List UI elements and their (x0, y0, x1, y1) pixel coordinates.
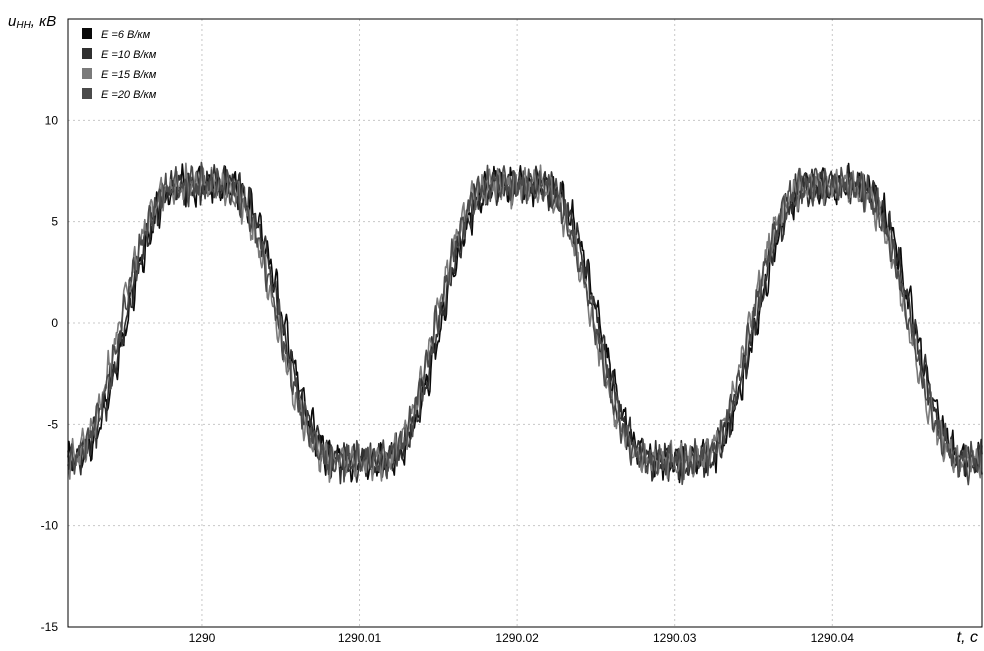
x-tick-label: 1290.04 (811, 631, 855, 645)
x-tick-label: 1290.01 (338, 631, 382, 645)
legend-label: E =20 В/км (101, 89, 157, 101)
tick-labels: 1290 1290.01 1290.02 1290.03 1290.04 10 5 0 -5 -1… (41, 113, 855, 645)
y-tick-label: 10 (45, 113, 59, 127)
y-tick-label: 5 (51, 215, 58, 229)
y-axis-label: uНН, кВ (8, 13, 56, 31)
y-axis-label-main: u (8, 13, 17, 30)
y-tick-label: 0 (51, 316, 58, 330)
legend-swatch (82, 68, 92, 79)
series-line (67, 161, 983, 486)
series-group (67, 161, 983, 486)
legend-label: E =6 В/км (101, 29, 151, 41)
legend-swatch (82, 48, 92, 59)
y-axis-label-subscript: НН (16, 20, 31, 31)
x-tick-label: 1290.02 (495, 631, 539, 645)
legend-swatch (82, 88, 92, 99)
plot-frame (67, 18, 983, 628)
legend-label: E =10 В/км (101, 49, 157, 61)
y-axis-label-unit: , кВ (31, 13, 56, 30)
x-tick-label: 1290 (189, 631, 216, 645)
legend-swatch (82, 28, 92, 39)
legend: E =6 В/км E =10 В/км E =15 В/км E =20 В/км (82, 28, 157, 101)
y-tick-label: -15 (41, 620, 59, 634)
x-tick-label: 1290.03 (653, 631, 697, 645)
y-tick-label: -5 (47, 417, 58, 431)
legend-label: E =15 В/км (101, 69, 157, 81)
x-axis-label: t, c (957, 629, 978, 646)
y-tick-label: -10 (41, 519, 59, 533)
